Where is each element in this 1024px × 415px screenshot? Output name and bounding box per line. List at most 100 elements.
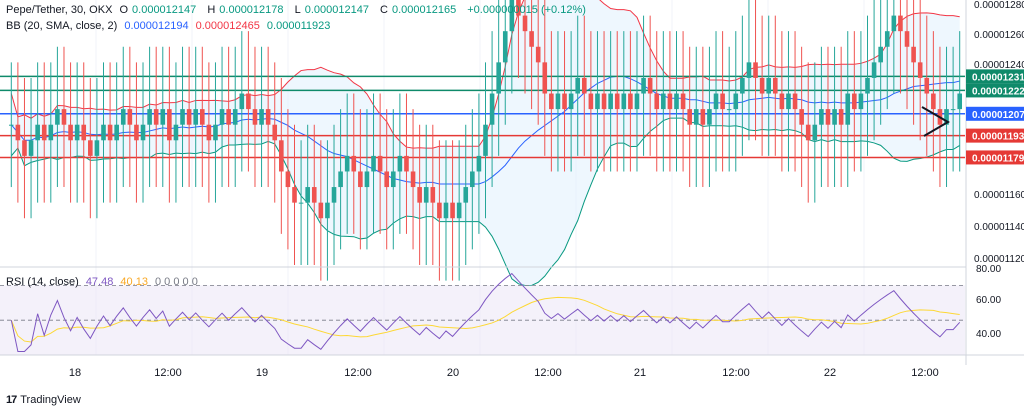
tradingview-brand[interactable]: 17 TradingView (6, 394, 81, 406)
candle-body (358, 171, 363, 188)
time-tick-label: 21 (634, 367, 646, 379)
candle-body (114, 124, 119, 141)
rsi-label[interactable]: RSI (14, close) (6, 276, 79, 288)
price-tick-label: 0.00001260 (974, 30, 1024, 41)
candle-body (193, 109, 199, 125)
candle-body (509, 0, 515, 32)
candle-body (516, 0, 521, 16)
rsi-legend: RSI (14, close) 47.48 40.13 0 0 0 0 0 (6, 276, 202, 288)
candle-body (845, 93, 851, 125)
rsi-extra: 0 0 0 0 0 (155, 276, 198, 288)
candle-body (74, 124, 80, 141)
time-tick-label: 12:00 (722, 367, 750, 379)
candle-body (549, 93, 554, 110)
level-price-tag (966, 128, 1024, 143)
symbol-label[interactable]: Pepe/Tether, 30, OKX (6, 4, 113, 16)
candle-body (792, 93, 798, 110)
candle-body (134, 124, 139, 141)
time-tick-label: 20 (447, 367, 459, 379)
candle-body (779, 93, 785, 110)
candle-body (28, 140, 34, 156)
candle-body (443, 202, 449, 219)
level-price-label: 0.00001231 (972, 72, 1024, 83)
candle-body (127, 109, 133, 125)
rsi-line (10, 272, 961, 353)
candle-body (259, 109, 264, 125)
candle-body (173, 124, 179, 141)
candle-body (759, 77, 765, 94)
price-tick-label: 0.00001280 (974, 0, 1024, 11)
candle-body (700, 109, 706, 125)
candle-body (568, 93, 574, 110)
candle-body (364, 171, 370, 188)
candle-body (891, 15, 897, 32)
candle-body (740, 77, 745, 94)
bb-legend: BB (20, SMA, close, 2) 0.000012194 0.000… (6, 20, 334, 32)
candle-body (107, 124, 113, 141)
candle-body (351, 155, 357, 172)
candle-body (48, 124, 54, 141)
candle-body (819, 109, 824, 125)
rsi-tick-label: 60.00 (976, 295, 1001, 306)
candle-body (786, 93, 791, 110)
candle-body (279, 140, 284, 172)
candle-body (878, 46, 883, 63)
price-axis: 0.00001280 0.00001260 0.00001240 0.00001160… (965, 0, 1024, 365)
arrow-drawing (921, 106, 950, 137)
bb-upper-value: 0.000012465 (195, 20, 260, 32)
candle-body (390, 171, 396, 188)
rsi-tick-label: 40.00 (976, 329, 1001, 340)
candle-body (674, 93, 679, 110)
time-tick-label: 12:00 (534, 367, 562, 379)
candle-body (661, 93, 666, 110)
candle-body (555, 93, 561, 110)
candle-body (634, 93, 640, 110)
candle-body (542, 62, 548, 94)
level-price-tag (966, 150, 1024, 165)
candle-body (338, 171, 343, 188)
open-value: O 0.000012147 (119, 4, 197, 16)
candle-body (180, 109, 185, 125)
change-value: +0.000000015 (+0.12%) (467, 4, 586, 16)
time-tick-label: 12:00 (911, 367, 939, 379)
candle-body (581, 77, 587, 94)
candle-body (858, 93, 864, 110)
candle-body (470, 171, 475, 188)
candle-body (871, 62, 877, 78)
candle-body (693, 109, 699, 125)
candle-body (199, 109, 205, 125)
candle-body (707, 109, 712, 125)
candle-body (186, 109, 192, 125)
candle-body (687, 109, 692, 125)
tradingview-logo-icon: 17 (6, 394, 17, 406)
candle-body (213, 124, 218, 141)
candle-body (437, 202, 442, 219)
time-tick-label: 12:00 (344, 367, 372, 379)
candle-body (61, 109, 67, 125)
candle-body (22, 140, 27, 156)
horizontal-levels (0, 75, 965, 159)
candle-body (232, 109, 238, 125)
bb-lower-value: 0.000011923 (266, 20, 331, 32)
candle-body (713, 93, 719, 110)
candle-body (825, 109, 831, 125)
candle-body (463, 187, 469, 203)
candle-body (838, 109, 844, 125)
candle-body (483, 124, 488, 156)
level-price-tag (966, 106, 1024, 121)
bb-label[interactable]: BB (20, SMA, close, 2) (6, 20, 118, 32)
candle-body (746, 62, 752, 78)
candle-body (496, 62, 501, 94)
time-tick-label: 12:00 (154, 367, 182, 379)
candle-body (252, 109, 258, 125)
candle-body (950, 109, 956, 111)
price-tick-label: 0.00001140 (974, 222, 1024, 233)
candle-body (147, 109, 152, 125)
rsi-ma-line (10, 296, 960, 343)
candle-body (733, 93, 739, 110)
time-tick-label: 18 (69, 367, 81, 379)
candle-body (371, 155, 376, 172)
candle-body (384, 171, 390, 188)
candle-body (832, 109, 837, 125)
candle-body (931, 93, 936, 110)
